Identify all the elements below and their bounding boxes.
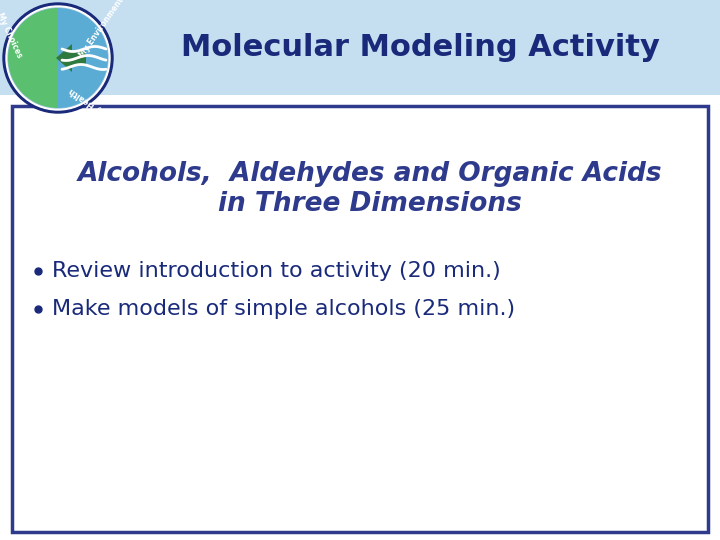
Bar bbox=[12, 106, 708, 532]
Text: My Environment: My Environment bbox=[78, 0, 126, 59]
Text: in Three Dimensions: in Three Dimensions bbox=[218, 191, 522, 217]
Circle shape bbox=[3, 3, 113, 113]
Text: Review introduction to activity (20 min.): Review introduction to activity (20 min.… bbox=[52, 261, 500, 281]
Wedge shape bbox=[58, 8, 108, 108]
Text: Alcohols,  Aldehydes and Organic Acids: Alcohols, Aldehydes and Organic Acids bbox=[78, 161, 662, 187]
Text: Make models of simple alcohols (25 min.): Make models of simple alcohols (25 min.) bbox=[52, 299, 515, 319]
Text: My Choices: My Choices bbox=[0, 11, 24, 59]
Wedge shape bbox=[8, 8, 58, 108]
Bar bbox=[0, 0, 720, 95]
Circle shape bbox=[6, 6, 110, 110]
Text: My Health: My Health bbox=[68, 85, 109, 118]
Text: Molecular Modeling Activity: Molecular Modeling Activity bbox=[181, 33, 660, 62]
Polygon shape bbox=[56, 44, 86, 72]
Circle shape bbox=[8, 8, 108, 108]
